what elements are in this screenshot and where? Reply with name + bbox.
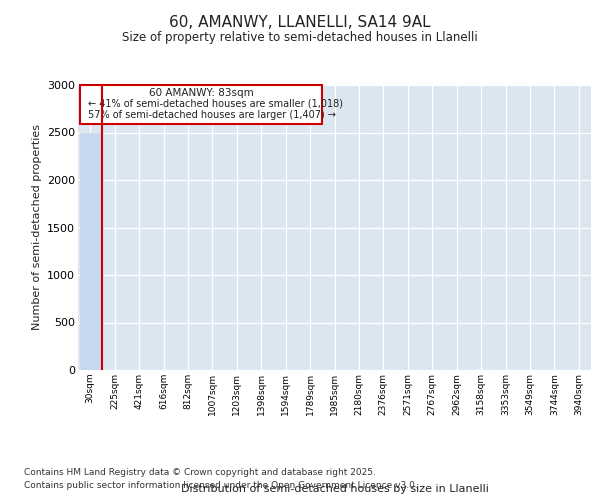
- Bar: [80, 132, 101, 370]
- Text: Contains HM Land Registry data © Crown copyright and database right 2025.: Contains HM Land Registry data © Crown c…: [24, 468, 376, 477]
- Text: ← 41% of semi-detached houses are smaller (1,018): ← 41% of semi-detached houses are smalle…: [88, 99, 343, 109]
- Text: 60, AMANWY, LLANELLI, SA14 9AL: 60, AMANWY, LLANELLI, SA14 9AL: [169, 15, 431, 30]
- X-axis label: Distribution of semi-detached houses by size in Llanelli: Distribution of semi-detached houses by …: [181, 484, 488, 494]
- Text: 57% of semi-detached houses are larger (1,407) →: 57% of semi-detached houses are larger (…: [88, 110, 336, 120]
- Text: Size of property relative to semi-detached houses in Llanelli: Size of property relative to semi-detach…: [122, 31, 478, 44]
- Y-axis label: Number of semi-detached properties: Number of semi-detached properties: [32, 124, 41, 330]
- Text: Contains public sector information licensed under the Open Government Licence v3: Contains public sector information licen…: [24, 480, 418, 490]
- FancyBboxPatch shape: [80, 85, 322, 124]
- Text: 60 AMANWY: 83sqm: 60 AMANWY: 83sqm: [149, 88, 254, 98]
